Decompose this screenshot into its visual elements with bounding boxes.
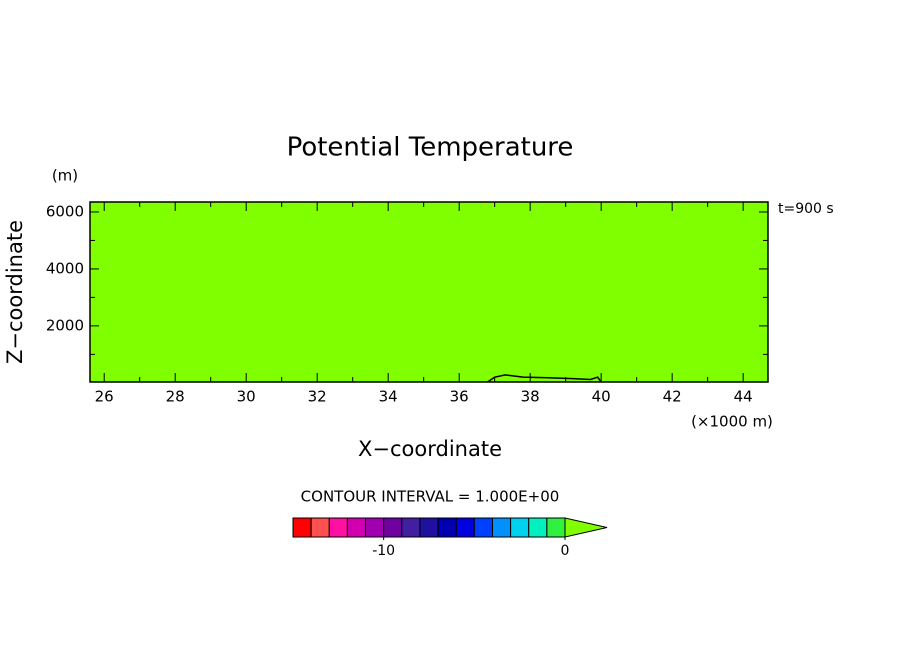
colorbar-title: CONTOUR INTERVAL = 1.000E+00 [301,488,560,506]
y-tick-label: 6000 [46,202,84,220]
y-axis-label: Z−coordinate [3,220,27,364]
colorbar-tick-label: -10 [372,543,395,559]
colorbar-box [292,517,312,538]
x-axis-label: X−coordinate [358,437,502,461]
colorbar-box [310,517,330,538]
colorbar-box [437,517,457,538]
colorbar-box [419,517,439,538]
colorbar-box [346,517,367,538]
plot-frame [89,201,769,383]
colorbar-tick-label: 0 [561,543,570,559]
colorbar-box [365,517,385,538]
x-tick-label: 34 [379,388,398,406]
time-label: t=900 s [778,201,834,217]
x-tick-label: 26 [95,388,114,406]
x-unit: (×1000 m) [691,413,773,431]
colorbar-extension [564,517,608,538]
colorbar-box [528,517,548,538]
contour-fill [90,202,768,382]
x-tick-label: 44 [734,388,753,406]
x-tick-label: 32 [308,388,327,406]
x-tick-label: 42 [663,388,682,406]
colorbar-box [383,517,403,538]
y-tick-label: 2000 [46,316,84,334]
x-tick-label: 38 [521,388,540,406]
x-tick-label: 30 [237,388,256,406]
colorbar-box [510,517,530,538]
colorbar-box [401,517,421,538]
colorbar-box [491,517,512,538]
x-tick-label: 36 [450,388,469,406]
y-unit: (m) [52,167,78,185]
x-tick-label: 28 [166,388,185,406]
x-tick-label: 40 [592,388,611,406]
colorbar-box [473,517,493,538]
y-tick-label: 4000 [46,259,84,277]
chart-title: Potential Temperature [287,133,574,163]
colorbar-box [328,517,348,538]
colorbar-box [455,517,475,538]
colorbar-box [546,517,566,538]
contour-line [487,374,602,383]
